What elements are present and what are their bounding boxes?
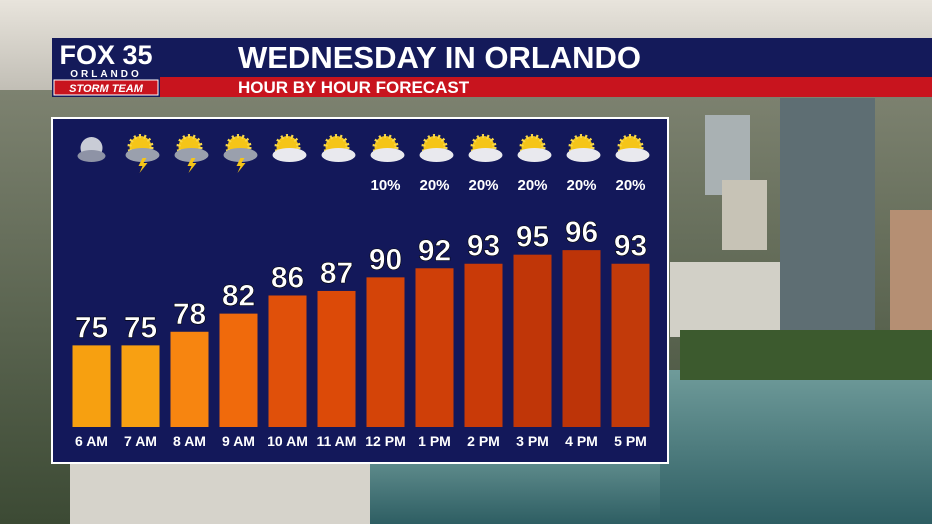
- precip-label: 10%: [370, 177, 400, 194]
- weather-icon: [223, 134, 258, 173]
- value-label: 87: [320, 257, 353, 290]
- value-label: 78: [173, 298, 206, 331]
- weather-icon: [566, 134, 601, 162]
- x-tick-label: 6 AM: [75, 433, 108, 449]
- bar: [415, 268, 454, 427]
- x-tick-label: 7 AM: [124, 433, 157, 449]
- value-label: 75: [124, 311, 157, 344]
- weather-icon: [272, 134, 307, 162]
- cloud: [125, 148, 160, 162]
- cloud: [370, 148, 405, 162]
- team-box: [53, 79, 159, 96]
- x-tick-label: 9 AM: [222, 433, 255, 449]
- bar: [72, 345, 111, 427]
- weather-icon: [468, 134, 503, 162]
- bar: [219, 313, 258, 427]
- x-tick-label: 5 PM: [614, 433, 647, 449]
- x-tick-label: 1 PM: [418, 433, 451, 449]
- bar: [170, 331, 209, 427]
- bolt: [236, 158, 246, 173]
- bolt: [138, 158, 148, 173]
- weather-icon: [370, 134, 405, 162]
- weather-icon: [615, 134, 650, 162]
- bar: [513, 254, 552, 427]
- cloud: [468, 148, 503, 162]
- cloud: [419, 148, 454, 162]
- value-label: 96: [565, 216, 598, 249]
- value-label: 93: [467, 230, 500, 263]
- bar: [268, 295, 307, 427]
- precip-label: 20%: [517, 177, 547, 194]
- subtitle-bar: [52, 77, 932, 97]
- x-tick-label: 10 AM: [267, 433, 308, 449]
- chart-title: WEDNESDAY IN ORLANDO: [238, 40, 641, 75]
- value-label: 75: [75, 311, 108, 344]
- cloud: [517, 148, 552, 162]
- title-bar: [52, 38, 932, 77]
- precip-label: 20%: [566, 177, 596, 194]
- brand-city: ORLANDO: [70, 69, 142, 80]
- bar: [317, 290, 356, 427]
- cloud: [272, 148, 307, 162]
- x-tick-label: 2 PM: [467, 433, 500, 449]
- x-tick-label: 12 PM: [365, 433, 405, 449]
- precip-label: 20%: [419, 177, 449, 194]
- value-label: 93: [614, 230, 647, 263]
- precip-label: 20%: [615, 177, 645, 194]
- cloud: [615, 148, 650, 162]
- brand-name: FOX 35: [59, 40, 152, 70]
- cloud: [566, 148, 601, 162]
- bar: [464, 263, 503, 427]
- plot: 75 6 AM 75 7 AM 78 8 AM 82 9 AM 86 10 AM 87 11 AM 10…: [72, 134, 650, 449]
- x-tick-label: 11 AM: [317, 433, 357, 449]
- x-tick-label: 3 PM: [516, 433, 549, 449]
- weather-icon: [321, 134, 356, 162]
- cloud: [223, 148, 258, 162]
- cloud: [174, 148, 209, 162]
- value-label: 82: [222, 280, 255, 313]
- precip-label: 20%: [468, 177, 498, 194]
- value-label: 95: [516, 221, 549, 254]
- value-label: 92: [418, 234, 451, 267]
- bar: [366, 277, 405, 427]
- cloud: [77, 150, 106, 162]
- bar: [121, 345, 160, 427]
- value-label: 86: [271, 261, 304, 294]
- weather-icon: [419, 134, 454, 162]
- x-tick-label: 8 AM: [173, 433, 206, 449]
- cloud: [321, 148, 356, 162]
- bolt: [187, 158, 197, 173]
- weather-icon: [517, 134, 552, 162]
- bar: [611, 263, 650, 427]
- x-tick-label: 4 PM: [565, 433, 598, 449]
- weather-icon: [77, 137, 106, 162]
- value-label: 90: [369, 243, 402, 276]
- bar: [562, 250, 601, 427]
- weather-icon: [174, 134, 209, 173]
- brand-team: STORM TEAM: [69, 83, 144, 95]
- weather-icon: [125, 134, 160, 173]
- chart-subtitle: HOUR BY HOUR FORECAST: [238, 78, 470, 97]
